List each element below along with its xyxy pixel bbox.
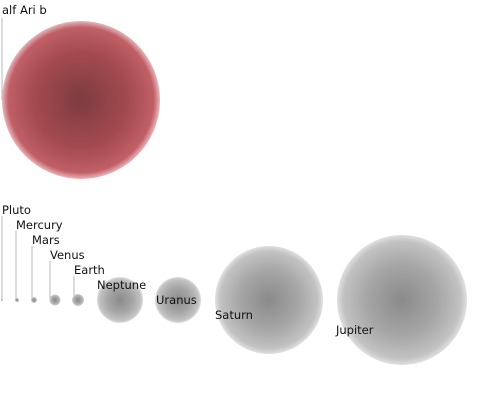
planet-pluto-label: Pluto [2, 203, 31, 217]
planet-mars-circle [31, 297, 37, 303]
planet-neptune-label: Neptune [97, 278, 146, 292]
planet-venus-circle [49, 294, 61, 306]
exoplanet-group: alf Ari b [1, 3, 160, 179]
planet-pluto-circle [1, 299, 3, 301]
planet-neptune-circle [97, 277, 143, 323]
planet-mercury-circle [15, 298, 19, 302]
exoplanet-alf-ari-b-circle [2, 21, 160, 179]
planet-venus-label: Venus [50, 248, 85, 262]
solar-system-planets: Pluto Mercury Mars Venus Earth Neptune U… [1, 203, 467, 365]
planet-uranus-circle [155, 277, 201, 323]
planet-mercury-label: Mercury [16, 218, 63, 232]
planet-uranus-label: Uranus [156, 293, 197, 307]
planet-saturn-label: Saturn [215, 308, 253, 322]
planet-jupiter-label: Jupiter [335, 323, 374, 337]
exoplanet-label: alf Ari b [2, 3, 47, 17]
planet-earth-circle [72, 294, 84, 306]
planet-earth-label: Earth [74, 263, 105, 277]
planet-saturn-circle [215, 246, 323, 354]
planet-jupiter-circle [337, 235, 467, 365]
planet-mars-label: Mars [32, 233, 60, 247]
